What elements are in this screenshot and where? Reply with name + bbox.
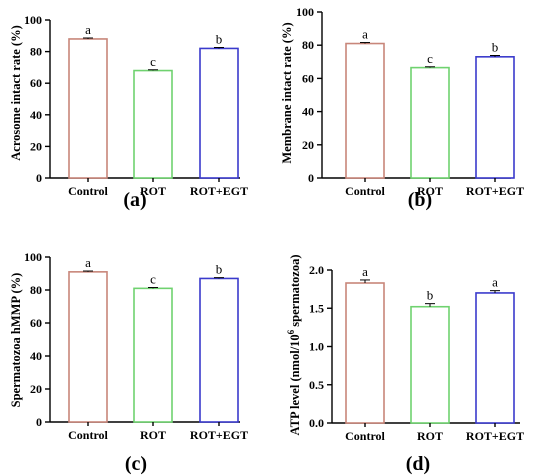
d-x-tick-label: ROT+EGT <box>466 429 524 443</box>
a-bar-rot-egt <box>199 47 239 179</box>
c-x-tick-label: ROT <box>140 428 166 442</box>
c-y-tick-label: 60 <box>30 316 42 330</box>
b-significance-letter: a <box>362 27 368 42</box>
b-y-tick-label: 0 <box>308 171 314 185</box>
b-y-tick-label: 40 <box>302 105 314 119</box>
a-y-tick-label: 80 <box>30 45 42 59</box>
c-y-tick-label: 40 <box>30 349 42 363</box>
d-bar-rot-egt <box>475 292 515 424</box>
a-y-tick-label: 40 <box>30 108 42 122</box>
c-significance-letter: c <box>150 272 156 287</box>
a-x-tick-label: ROT <box>140 184 166 198</box>
d-y-axis-label: ATP level (nmol/106 spermatozoa) <box>286 255 302 436</box>
d-x-tick-label: Control <box>345 429 385 443</box>
b-plot: 0 20 40 60 80 100 a Control c ROT b ROT+EGT <box>296 5 524 198</box>
a-y-tick-label: 60 <box>30 76 42 90</box>
d-significance-letter: a <box>362 264 368 279</box>
b-panel-label: (b) <box>408 189 432 211</box>
c-y-tick-label: 100 <box>24 250 42 264</box>
b-x-tick-label: Control <box>345 184 385 198</box>
c-y-axis-label: Spermatozoa hMMP (%) <box>9 273 23 408</box>
a-bar-control <box>68 38 108 179</box>
d-panel-label: (d) <box>406 453 430 475</box>
a-bar-rot <box>133 69 173 179</box>
d-ylabel-sup: 6 <box>286 329 296 334</box>
b-y-tick-label: 80 <box>302 38 314 52</box>
c-bar-rot-egt <box>199 277 239 423</box>
panel-c: Spermatozoa hMMP (%) 0 20 40 60 80 100 a Contro… <box>9 250 248 475</box>
d-y-tick-label: 2.0 <box>309 263 324 277</box>
d-plot: 0.0 0.5 1.0 1.5 2.0 a Control b ROT a ROT+EGT <box>309 263 524 443</box>
d-y-tick-label: 0.0 <box>309 416 324 430</box>
a-y-axis-label: Acrosome intact rate (%) <box>9 25 23 160</box>
d-significance-letter: a <box>492 275 498 290</box>
a-panel-label: (a) <box>123 189 146 211</box>
a-ylabel-text: Acrosome intact rate (%) <box>9 25 23 160</box>
d-ylabel-text: ATP level (nmol/106 spermatozoa) <box>286 255 302 436</box>
b-y-axis-label: Membrane intact rate (%) <box>280 22 294 163</box>
d-bar-control <box>345 282 385 424</box>
c-y-tick-label: 0 <box>36 415 42 429</box>
a-significance-letter: b <box>216 31 223 46</box>
b-y-tick-label: 20 <box>302 138 314 152</box>
c-x-tick-label: ROT+EGT <box>190 428 248 442</box>
a-x-tick-label: ROT+EGT <box>190 184 248 198</box>
b-bar-rot-egt <box>475 56 515 179</box>
a-y-tick-label: 100 <box>24 13 42 27</box>
d-ylabel-tail: spermatozoa) <box>288 255 302 330</box>
a-y-tick-label: 20 <box>30 139 42 153</box>
d-y-tick-label: 0.5 <box>309 378 324 392</box>
panel-d: ATP level (nmol/106 spermatozoa) 0.0 0.5 1… <box>286 255 524 475</box>
b-x-tick-label: ROT <box>417 184 443 198</box>
a-plot: 0 20 40 60 80 100 a Control c ROT b ROT+EGT <box>24 13 248 198</box>
c-y-tick-label: 80 <box>30 283 42 297</box>
c-x-tick-label: Control <box>68 428 108 442</box>
b-y-tick-label: 60 <box>302 71 314 85</box>
a-y-tick-label: 0 <box>36 171 42 185</box>
c-significance-letter: a <box>85 255 91 270</box>
d-y-tick-label: 1.5 <box>309 301 324 315</box>
panel-b: Membrane intact rate (%) 0 20 40 60 80 100 a Co… <box>280 5 524 211</box>
b-bar-control <box>345 42 385 179</box>
c-bar-rot <box>133 287 173 423</box>
c-panel-label: (c) <box>125 453 147 475</box>
d-y-tick-label: 1.0 <box>309 340 324 354</box>
c-ylabel-text: Spermatozoa hMMP (%) <box>9 273 23 408</box>
c-y-tick-label: 20 <box>30 382 42 396</box>
c-bar-control <box>68 271 108 423</box>
b-bar-rot <box>410 66 450 179</box>
b-significance-letter: b <box>492 39 499 54</box>
b-x-tick-label: ROT+EGT <box>466 184 524 198</box>
a-x-tick-label: Control <box>68 184 108 198</box>
c-plot: 0 20 40 60 80 100 a Control c ROT b ROT+EGT <box>24 250 248 442</box>
d-x-tick-label: ROT <box>417 429 443 443</box>
b-ylabel-text: Membrane intact rate (%) <box>280 22 294 163</box>
c-significance-letter: b <box>216 262 223 277</box>
d-significance-letter: b <box>427 288 434 303</box>
b-y-tick-label: 100 <box>296 5 314 19</box>
panel-a: Acrosome intact rate (%) 0 20 40 60 80 100 a Co… <box>9 13 248 211</box>
d-bar-rot <box>410 305 450 424</box>
a-significance-letter: c <box>150 54 156 69</box>
a-significance-letter: a <box>85 22 91 37</box>
d-ylabel-main: ATP level (nmol/10 <box>288 334 302 435</box>
b-significance-letter: c <box>427 51 433 66</box>
